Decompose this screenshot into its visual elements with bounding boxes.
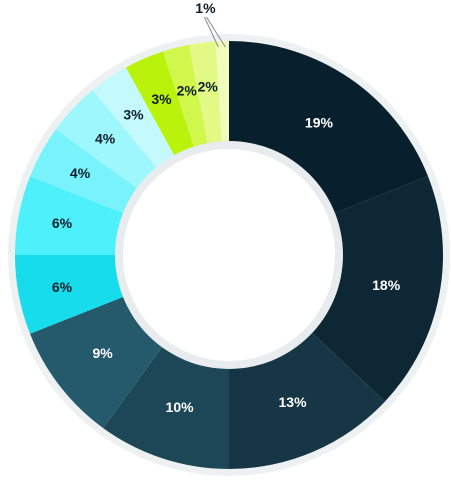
- donut-slice-1: [229, 41, 428, 216]
- donut-slice-10: [92, 67, 178, 174]
- slices-group: [15, 41, 443, 469]
- donut-hole: [115, 141, 343, 369]
- donut-slice-13: [188, 41, 223, 151]
- slice-label-14: 1%: [195, 0, 216, 16]
- slice-label-1: 19%: [305, 115, 334, 131]
- slice-label-9: 4%: [95, 131, 116, 147]
- leader-line: [203, 16, 219, 48]
- donut-slice-14: [215, 41, 229, 150]
- donut-slice-7: [15, 176, 131, 255]
- slice-label-7: 6%: [52, 215, 73, 231]
- donut-slice-4: [103, 340, 229, 469]
- donut-slice-3: [229, 327, 385, 469]
- donut-slice-9: [55, 90, 162, 193]
- donut-slice-5: [30, 294, 167, 429]
- slice-label-8: 4%: [70, 165, 91, 181]
- donut-slice-8: [30, 129, 144, 216]
- slice-label-10: 3%: [123, 106, 144, 122]
- slice-label-12: 2%: [177, 82, 198, 98]
- donut-slice-6: [15, 255, 131, 334]
- slice-label-11: 3%: [151, 91, 172, 107]
- donut-slice-12: [162, 44, 210, 155]
- slice-label-4: 10%: [166, 399, 195, 415]
- donut-slice-11: [125, 51, 197, 163]
- slice-label-2: 18%: [372, 277, 401, 293]
- slice-label-6: 6%: [52, 279, 73, 295]
- slice-label-13: 2%: [198, 78, 219, 94]
- leader-line: [205, 16, 226, 48]
- labels-group: 19% 18% 13% 10% 9% 6% 6% 4% 4% 3% 3% 2% 2% 1%: [52, 0, 401, 415]
- hole-center: [123, 149, 335, 361]
- slice-label-3: 13%: [279, 394, 308, 410]
- slice-label-5: 9%: [92, 345, 113, 361]
